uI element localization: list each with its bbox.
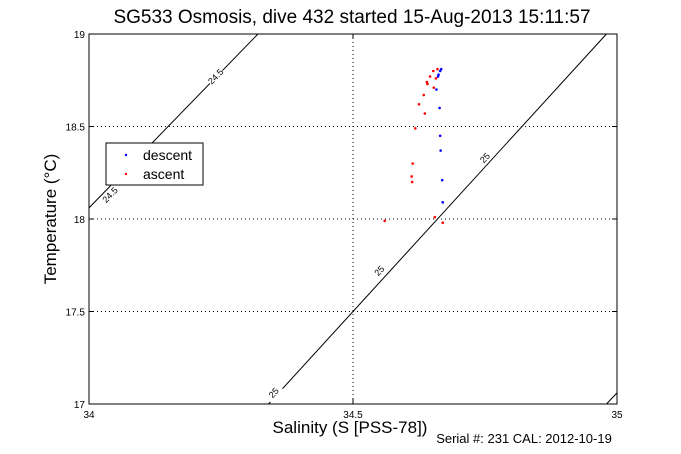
contour-label-background — [205, 66, 226, 87]
descent-point — [435, 88, 438, 91]
ascent-point — [417, 103, 421, 106]
descent-point — [438, 134, 442, 138]
legend: descent ascent — [105, 142, 204, 186]
y-tick-label: 18 — [74, 215, 86, 226]
x-tick-label: 34.5 — [343, 410, 363, 421]
ascent-point — [383, 219, 386, 223]
x-tick-label: 34 — [83, 410, 95, 421]
contour-label-background — [475, 147, 495, 168]
x-axis-label: Salinity (S [PSS-78]) — [273, 418, 428, 437]
descent-point — [436, 75, 440, 78]
legend-label-ascent: ascent — [143, 166, 184, 182]
data-points — [383, 67, 445, 224]
serial-calibration-footer: Serial #: 231 CAL: 2012-10-19 — [436, 431, 612, 446]
ascent-point — [434, 77, 438, 80]
ascent-point — [411, 162, 414, 165]
ascent-point — [423, 112, 427, 115]
y-tick-label: 19 — [74, 30, 86, 41]
descent-point — [438, 69, 442, 73]
ascent-point — [428, 75, 432, 78]
ascent-point — [410, 175, 413, 178]
contour-label: 25 — [267, 386, 281, 400]
chart-title: SG533 Osmosis, dive 432 started 15-Aug-2… — [113, 7, 590, 28]
contour-label: 24.5 — [206, 67, 225, 87]
y-tick-label: 17.5 — [66, 308, 86, 319]
ascent-point — [425, 80, 429, 84]
ascent-point — [431, 69, 435, 73]
ascent-point — [414, 127, 417, 130]
grid — [89, 34, 617, 404]
ascent-point — [432, 86, 436, 89]
legend-marker-descent — [124, 153, 128, 157]
x-tick-label: 35 — [611, 410, 623, 421]
contour-label: 25 — [372, 264, 386, 278]
ascent-point — [422, 93, 426, 97]
density-contour-line — [606, 392, 618, 405]
ascent-point — [410, 180, 414, 184]
descent-point — [438, 106, 441, 110]
descent-point — [440, 178, 444, 182]
contour-label-background — [264, 382, 284, 403]
y-axis-label: Temperature (°C) — [41, 154, 60, 285]
ascent-point — [433, 215, 437, 219]
descent-point — [441, 201, 445, 204]
contour-label: 24.5 — [100, 185, 119, 205]
density-contour-line — [268, 33, 607, 405]
contour-label-background — [100, 185, 120, 205]
legend-box — [105, 142, 204, 186]
y-tick-label: 17 — [74, 400, 86, 411]
axis-ticks: 34 34.5 35 17 17.5 18 18.5 19 — [66, 30, 623, 421]
descent-point — [439, 149, 442, 152]
ascent-point — [441, 221, 445, 224]
legend-label-descent: descent — [143, 147, 192, 163]
contour-label-background — [369, 260, 390, 281]
y-tick-label: 18.5 — [66, 123, 86, 134]
legend-marker-ascent — [124, 172, 128, 176]
density-contours: 24.5 24.5 25 25 25 — [88, 33, 618, 405]
contour-label: 25 — [478, 151, 492, 165]
ascent-point — [436, 67, 439, 71]
